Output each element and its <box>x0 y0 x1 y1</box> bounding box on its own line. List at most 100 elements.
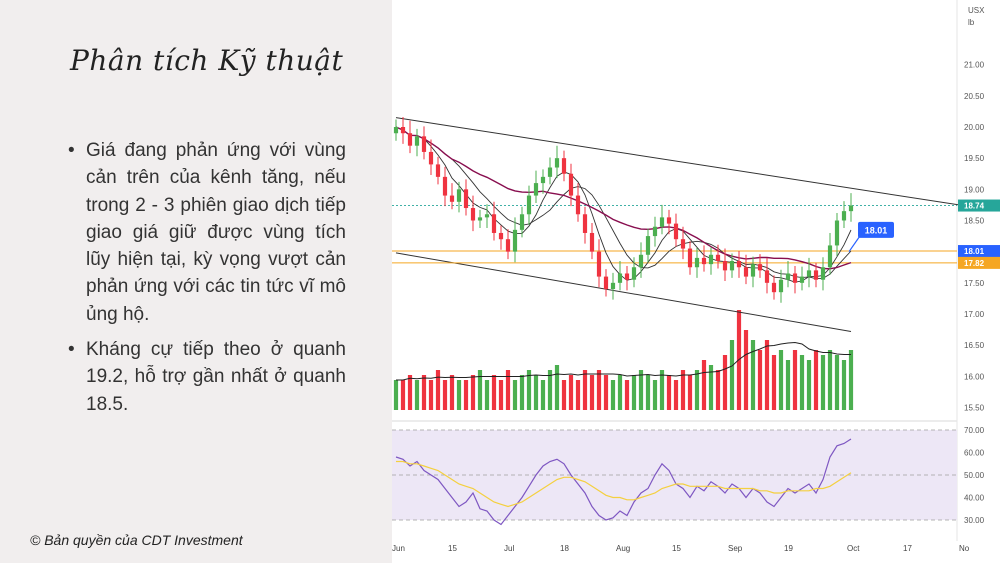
volume-bar <box>799 355 805 410</box>
time-tick-label: Jun <box>392 544 405 553</box>
candle-body <box>393 127 399 134</box>
candle-body <box>736 261 742 268</box>
price-tick-label: 20.50 <box>964 92 985 101</box>
volume-bar <box>827 350 833 410</box>
volume-bar <box>750 340 756 410</box>
candle-body <box>589 232 595 252</box>
candle-body <box>771 282 777 293</box>
volume-bar <box>848 350 854 410</box>
volume-bar <box>484 380 490 410</box>
candle-body <box>568 173 574 196</box>
volume-bar <box>624 380 630 410</box>
candle-body <box>449 195 455 202</box>
candle-body <box>561 158 567 174</box>
volume-bar <box>687 375 693 410</box>
candle-body <box>652 226 658 237</box>
candle-body <box>400 127 406 134</box>
price-tick-label: 20.00 <box>964 123 985 132</box>
candle-body <box>421 136 427 152</box>
volume-bar <box>400 380 406 410</box>
candle-body <box>687 248 693 268</box>
candle-body <box>512 229 518 252</box>
candle-body <box>582 214 588 233</box>
candle-body <box>477 217 483 221</box>
time-tick-label: 15 <box>448 544 457 553</box>
price-tick-label: 17.00 <box>964 310 985 319</box>
candle-body <box>610 282 616 290</box>
volume-bar <box>757 350 763 410</box>
candle-body <box>813 270 819 280</box>
candle-body <box>757 264 763 271</box>
volume-ma-line <box>396 341 851 381</box>
candle-body <box>834 220 840 246</box>
copyright-text: © Bản quyền của CDT Investment <box>30 532 243 548</box>
candle-body <box>414 136 420 146</box>
candle-body <box>694 257 700 268</box>
volume-bar <box>729 340 735 410</box>
candle-body <box>827 245 833 268</box>
volume-bar <box>708 365 714 410</box>
volume-bar <box>421 375 427 410</box>
volume-bar <box>477 370 483 410</box>
rsi-ma-line <box>396 460 852 508</box>
time-tick-label: 19 <box>784 544 793 553</box>
candle-body <box>442 176 448 196</box>
candle-body <box>540 176 546 184</box>
candle-body <box>799 276 805 283</box>
candle-body <box>575 195 581 215</box>
candle-body <box>407 133 413 146</box>
volume-bar <box>596 370 602 410</box>
ma-5-line <box>395 126 852 283</box>
price-tick-label: 19.50 <box>964 154 985 163</box>
candle-body <box>680 239 686 249</box>
volume-bar <box>715 370 721 410</box>
volume-bar <box>701 360 707 410</box>
candle-body <box>428 151 434 165</box>
candle-body <box>526 195 532 215</box>
time-tick-label: 17 <box>903 544 912 553</box>
bullet-list: Giá đang phản ứng với vùng cản trên của … <box>68 137 346 426</box>
volume-bar <box>456 380 462 410</box>
candle-body <box>498 232 504 240</box>
volume-bar <box>428 380 434 410</box>
callout-box <box>858 221 894 238</box>
volume-bar <box>498 380 504 410</box>
rsi-tick-label: 40.00 <box>964 494 985 503</box>
candle-body <box>673 223 679 240</box>
candle-body <box>463 189 469 209</box>
volume-bar <box>806 360 812 410</box>
channel-upper-line <box>395 117 964 207</box>
price-chart[interactable]: USX lb 21.00 20.50 20.00 19.50 19.00 18.50 18.… <box>392 0 1000 563</box>
candle-body <box>666 217 672 224</box>
volume-bar <box>694 370 700 410</box>
volume-bar <box>645 375 651 410</box>
volume-bar <box>554 365 560 410</box>
candle-body <box>547 167 553 177</box>
volume-bar <box>771 355 777 410</box>
volume-bar <box>722 355 728 410</box>
volume-bar <box>680 370 686 410</box>
volume-bar <box>834 355 840 410</box>
time-tick-label: Oct <box>847 544 860 553</box>
bullet-item: Kháng cự tiếp theo ở quanh 19.2, hỗ trợ … <box>68 336 346 418</box>
candle-body <box>715 254 721 262</box>
price-tick-label: 16.50 <box>964 341 985 350</box>
volume-bar <box>652 380 658 410</box>
candle-body <box>554 158 560 168</box>
volume-bar <box>666 375 672 410</box>
volume-bar <box>638 370 644 410</box>
candle-body <box>533 183 539 196</box>
price-axis-tag-label: 18.74 <box>964 202 985 211</box>
volume-bar <box>603 375 609 410</box>
volume-bar <box>442 380 448 410</box>
volume-bar <box>673 380 679 410</box>
channel-lower-line <box>395 252 852 332</box>
candle-body <box>659 217 665 227</box>
candle-body <box>729 261 735 271</box>
candle-body <box>750 264 756 277</box>
time-tick-label: Sep <box>728 544 743 553</box>
volume-bar <box>435 370 441 410</box>
candle-body <box>792 273 798 283</box>
bullet-item: Giá đang phản ứng với vùng cản trên của … <box>68 137 346 328</box>
volume-bar <box>820 355 826 410</box>
